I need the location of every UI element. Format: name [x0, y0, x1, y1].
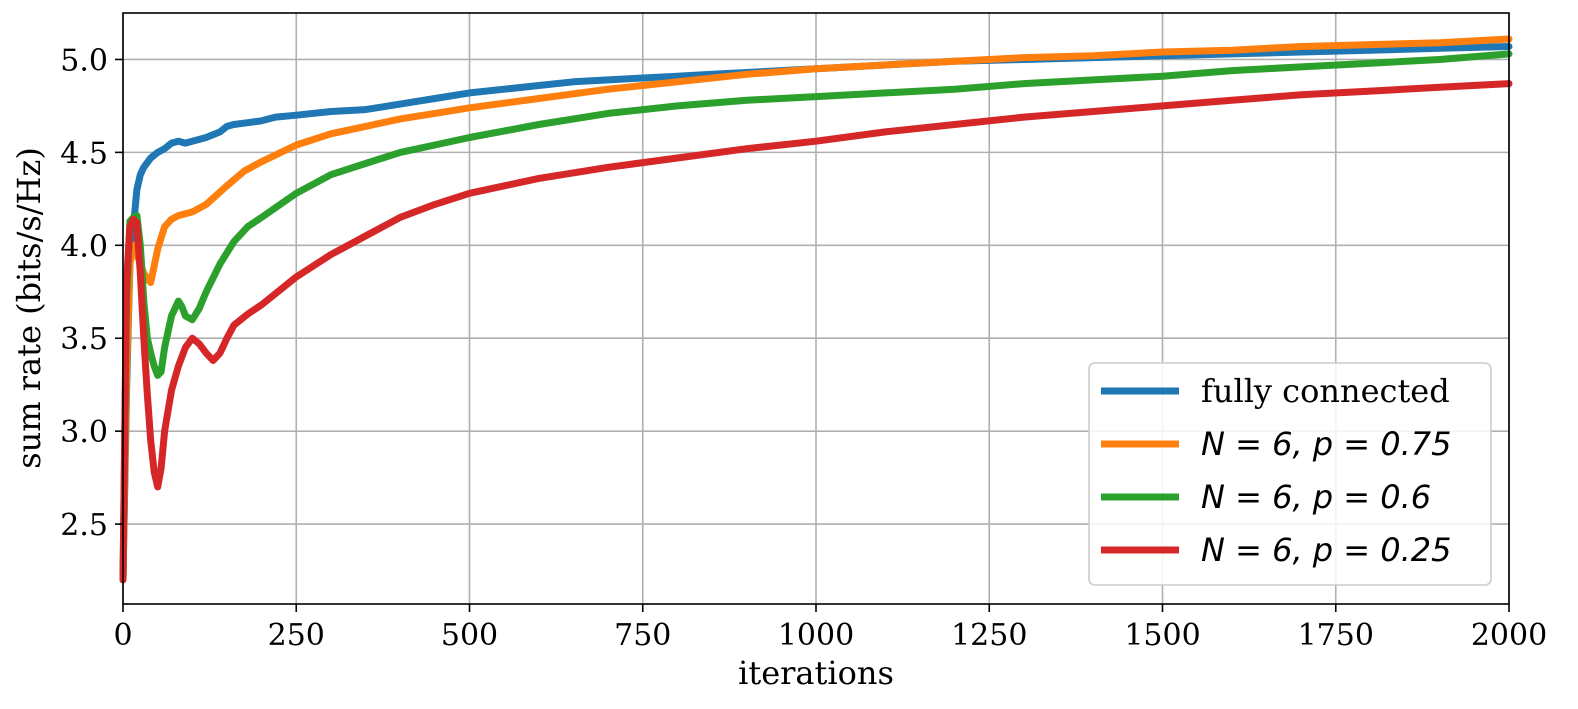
legend: fully connected N = 6, p = 0.75 N = 6, p =…	[1088, 362, 1492, 586]
x-tick-label: 500	[441, 618, 498, 653]
legend-box	[1088, 362, 1492, 586]
y-tick-label: 3.0	[60, 415, 108, 450]
x-axis-label: iterations	[738, 654, 894, 692]
x-tick-label: 1000	[778, 618, 854, 653]
y-tick-label: 4.0	[60, 229, 108, 264]
x-tick-label: 750	[614, 618, 671, 653]
series-lines	[119, 35, 1513, 584]
x-tick-label: 1750	[1298, 618, 1374, 653]
legend-label-1: fully connected	[1201, 372, 1450, 410]
y-tick-label: 5.0	[60, 43, 108, 78]
x-tick-label: 250	[268, 618, 325, 653]
series-line-4	[119, 80, 1513, 584]
x-tick-label: 0	[113, 618, 132, 653]
tick-labels: 0 250 500 750 1000 1250 1500 1750 2000 2.5 3.0 3.5 4…	[60, 43, 1547, 653]
y-tick-label: 2.5	[60, 508, 108, 543]
x-tick-label: 1500	[1124, 618, 1200, 653]
legend-label-2: N = 6, p = 0.75	[1201, 425, 1452, 463]
x-tick-label: 2000	[1471, 618, 1547, 653]
axis-ticks	[115, 58, 1510, 612]
y-tick-label: 3.5	[60, 322, 108, 357]
y-tick-label: 4.5	[60, 136, 108, 171]
series-line-3	[119, 50, 1513, 584]
x-tick-label: 1250	[951, 618, 1027, 653]
legend-label-4: N = 6, p = 0.25	[1201, 531, 1452, 569]
y-axis-label: sum rate (bits/s/Hz)	[10, 147, 48, 469]
legend-label-3: N = 6, p = 0.6	[1201, 478, 1431, 516]
